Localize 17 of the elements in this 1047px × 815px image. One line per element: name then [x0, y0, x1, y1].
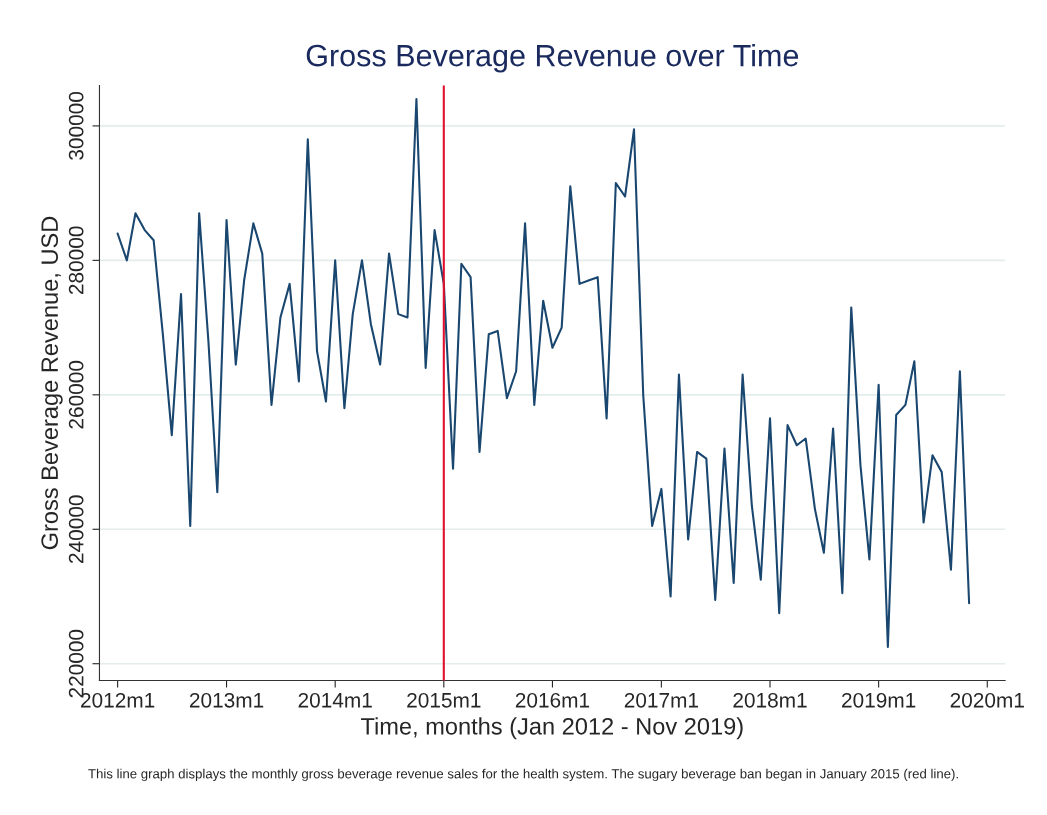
line-series [116, 97, 971, 648]
y-axis-title: Gross Beverage Revenue, USD [41, 216, 63, 550]
y-tick-label: 260000 [68, 360, 84, 429]
x-tick-label: 2016m1 [515, 692, 590, 708]
x-tick-label: 2020m1 [950, 692, 1024, 708]
y-tick-label: 240000 [68, 495, 84, 563]
y-tick-label: 280000 [68, 226, 84, 295]
x-tick-label: 2019m1 [842, 692, 916, 708]
x-tick-label: 2017m1 [624, 692, 698, 708]
text: This line graph displays the monthly gross beverage revenue sales for the health system. The sugary beverage ban began in January 2015 (red line). [88, 768, 958, 782]
x-tick-label: 2018m1 [733, 692, 807, 708]
chart-title: Gross Beverage Revenue over Time [306, 43, 799, 73]
x-tick-label: 2015m1 [407, 692, 481, 708]
y-tick-label: 300000 [68, 91, 84, 160]
x-axis-title: Time, months (Jan 2012 - Nov 2019) [361, 717, 743, 740]
x-tick-label: 2014m1 [298, 692, 372, 708]
x-tick-label: 2013m1 [189, 692, 264, 708]
